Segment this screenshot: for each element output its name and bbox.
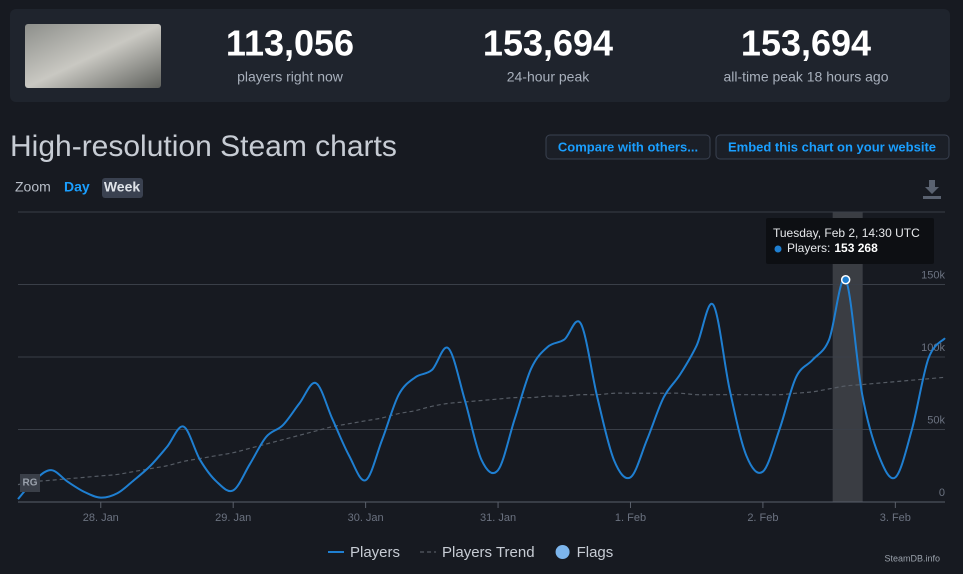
stat-label: all-time peak 18 hours ago: [724, 69, 889, 85]
compare-button[interactable]: [545, 134, 711, 160]
tooltip-value: 153 268: [834, 241, 878, 255]
x-tick-label: 3. Feb: [880, 512, 911, 524]
x-tick-label: 30. Jan: [348, 512, 384, 524]
stat-label: 24-hour peak: [507, 69, 591, 85]
legend-symbol: [555, 545, 570, 559]
tooltip: [766, 218, 934, 264]
x-tick-label: 29. Jan: [215, 512, 251, 524]
tooltip-title: Tuesday, Feb 2, 14:30 UTC: [773, 226, 920, 240]
game-thumbnail: [25, 24, 161, 88]
tooltip-dot: [774, 245, 782, 253]
legend-label[interactable]: Players: [350, 544, 400, 561]
x-tick-label: 1. Feb: [615, 512, 646, 524]
embed-button-label[interactable]: Embed this chart on your website: [728, 139, 936, 154]
stat-value: 153,694: [483, 23, 613, 64]
stat-value: 113,056: [226, 23, 354, 64]
zoom-day[interactable]: Day: [64, 179, 90, 195]
tooltip-label: Players:: [787, 241, 830, 255]
credit: SteamDB.info: [884, 553, 940, 563]
zoom-label: Zoom: [15, 179, 51, 195]
x-tick-label: 2. Feb: [747, 512, 778, 524]
series-line: [17, 277, 946, 500]
y-tick-label: 150k: [921, 269, 945, 281]
highlight-point: [840, 275, 851, 285]
annotation: RG: [23, 478, 38, 489]
section-title: High-resolution Steam charts: [10, 130, 397, 163]
annotation-box: [20, 474, 40, 492]
compare-button-label[interactable]: Compare with others...: [558, 139, 698, 154]
x-tick-label: 28. Jan: [83, 512, 119, 524]
stats-panel: [10, 9, 950, 102]
x-tick-label: 31. Jan: [480, 512, 516, 524]
legend-label[interactable]: Flags: [577, 544, 614, 561]
y-tick-label: 50k: [927, 414, 945, 426]
y-tick-label: 0: [939, 487, 945, 499]
legend-label[interactable]: Players Trend: [442, 544, 535, 561]
download-icon[interactable]: [923, 180, 941, 199]
stat-value: 153,694: [741, 23, 871, 64]
embed-button[interactable]: [715, 134, 950, 160]
stat-label: players right now: [237, 69, 344, 85]
zoom-week-bg[interactable]: [102, 178, 143, 198]
series-line: [17, 376, 946, 486]
zoom-week[interactable]: Week: [104, 179, 141, 195]
